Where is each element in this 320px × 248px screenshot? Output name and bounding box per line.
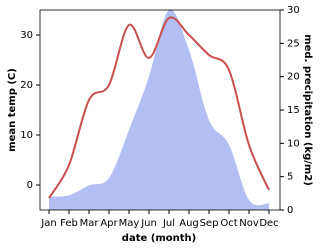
x-tick-label: Dec <box>259 218 278 229</box>
y-tick-label: 30 <box>20 30 33 41</box>
y2-tick-label: 30 <box>287 5 300 16</box>
y2-tick-label: 5 <box>287 172 293 183</box>
y2-axis-label: med. precipitation (kg/m2) <box>302 34 313 186</box>
x-tick-label: Apr <box>100 218 118 229</box>
y2-tick-label: 20 <box>287 72 300 83</box>
x-tick-label: Jan <box>40 218 56 229</box>
x-tick-label: Mar <box>80 218 100 229</box>
precipitation-area <box>49 9 269 210</box>
x-tick-label: Sep <box>200 218 219 229</box>
y-tick-label: 0 <box>27 180 33 191</box>
x-tick-label: Jun <box>140 218 157 229</box>
x-tick-label: Nov <box>239 218 259 229</box>
y-tick-label: 10 <box>20 130 33 141</box>
temperature-line <box>48 16 270 199</box>
y2-tick-label: 25 <box>287 38 300 49</box>
x-tick-label: May <box>119 218 140 229</box>
x-tick-label: Jul <box>162 218 175 229</box>
y2-tick-label: 10 <box>287 138 300 149</box>
y2-tick-label: 15 <box>287 105 300 116</box>
x-axis-label: date (month) <box>122 233 196 244</box>
x-tick-label: Aug <box>179 218 199 229</box>
x-tick-label: Feb <box>60 218 78 229</box>
x-tick-label: Oct <box>220 218 237 229</box>
y-axis-label: mean temp (C) <box>7 68 18 152</box>
y-tick-label: 20 <box>20 80 33 91</box>
y2-tick-label: 0 <box>287 205 293 216</box>
